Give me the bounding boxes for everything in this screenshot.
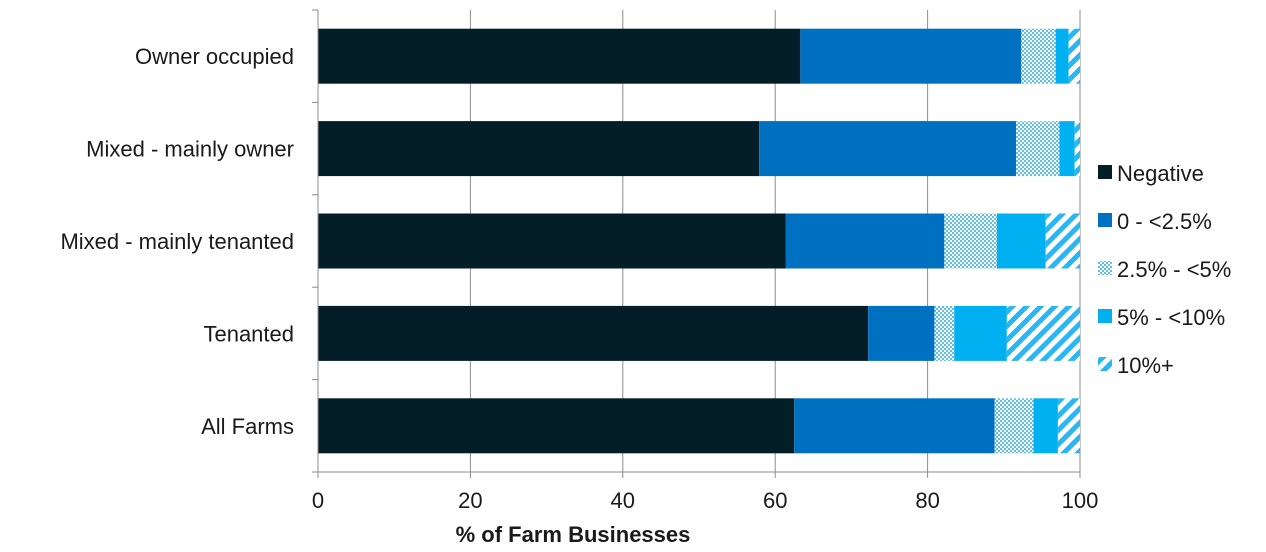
bar-segment xyxy=(1059,121,1075,177)
axes: 0 20 40 60 80 100 Owner occupied Mixed - mainly… xyxy=(60,9,1099,513)
legend-swatch xyxy=(1098,213,1112,227)
bar-segment xyxy=(868,305,935,361)
category-label: Mixed - mainly tenanted xyxy=(60,229,294,254)
bar-segment xyxy=(759,121,1016,177)
bar-segment xyxy=(954,305,1007,361)
legend-swatch xyxy=(1098,165,1112,179)
bar-segment xyxy=(800,28,1022,84)
category-label: Tenanted xyxy=(203,321,294,346)
bars xyxy=(318,28,1080,454)
x-tick-label: 60 xyxy=(763,488,787,513)
bar-segment xyxy=(934,305,955,361)
bar-segment xyxy=(1074,121,1080,177)
bar-segment xyxy=(994,398,1034,454)
bar-segment xyxy=(1045,213,1080,269)
bar-segment xyxy=(318,213,786,269)
legend-label: 5% - <10% xyxy=(1117,305,1225,330)
bar-segment xyxy=(1057,398,1080,454)
bar-segment xyxy=(318,398,795,454)
bar-segment xyxy=(1033,398,1058,454)
legend-label: 0 - <2.5% xyxy=(1117,209,1212,234)
x-tick-label: 80 xyxy=(915,488,939,513)
bar-segment xyxy=(318,28,801,84)
legend-label: 2.5% - <5% xyxy=(1117,257,1231,282)
x-tick-label: 40 xyxy=(611,488,635,513)
bar-segment xyxy=(1068,28,1080,84)
legend-swatch xyxy=(1098,261,1112,275)
x-tick-label: 0 xyxy=(312,488,324,513)
bar-segment xyxy=(318,305,869,361)
bar-segment xyxy=(318,121,760,177)
legend-label: 10%+ xyxy=(1117,353,1174,378)
legend-swatch xyxy=(1098,309,1112,323)
bar-segment xyxy=(1021,28,1056,84)
category-label: Mixed - mainly owner xyxy=(86,137,294,162)
legend: Negative 0 - <2.5% 2.5% - <5% 5% - <10% 10%+ xyxy=(1098,161,1231,378)
x-tick-label: 100 xyxy=(1062,488,1099,513)
x-tick-label: 20 xyxy=(458,488,482,513)
bar-segment xyxy=(944,213,997,269)
bar-segment xyxy=(785,213,945,269)
legend-swatch xyxy=(1098,357,1112,371)
category-label: Owner occupied xyxy=(135,44,294,69)
bar-segment xyxy=(1006,305,1080,361)
category-label: All Farms xyxy=(201,414,294,439)
bar-segment xyxy=(1015,121,1060,177)
bar-segment xyxy=(1055,28,1069,84)
x-axis-title: % of Farm Businesses xyxy=(456,522,691,547)
legend-label: Negative xyxy=(1117,161,1204,186)
bar-segment xyxy=(996,213,1046,269)
bar-segment xyxy=(794,398,995,454)
